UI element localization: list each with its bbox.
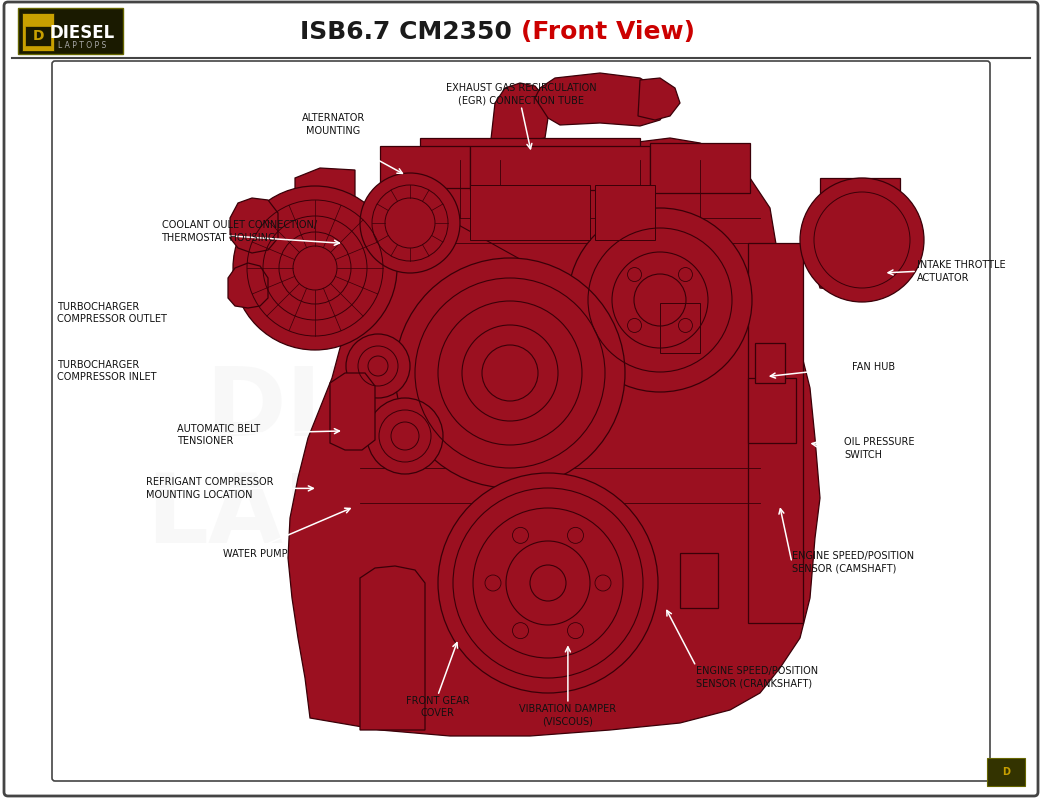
- Circle shape: [568, 622, 584, 638]
- Polygon shape: [535, 73, 670, 126]
- Text: ALTERNATOR
MOUNTING: ALTERNATOR MOUNTING: [302, 113, 365, 136]
- Text: (Front View): (Front View): [521, 20, 695, 44]
- Bar: [820, 178, 900, 258]
- Text: OIL PRESSURE
SWITCH: OIL PRESSURE SWITCH: [844, 437, 915, 460]
- FancyBboxPatch shape: [4, 2, 1038, 796]
- Text: VIBRATION DAMPER
(VISCOUS): VIBRATION DAMPER (VISCOUS): [519, 704, 617, 726]
- Circle shape: [595, 575, 611, 591]
- Text: ENGINE SPEED/POSITION
SENSOR (CAMSHAFT): ENGINE SPEED/POSITION SENSOR (CAMSHAFT): [792, 551, 914, 574]
- Circle shape: [800, 178, 924, 302]
- Text: TURBOCHARGER
COMPRESSOR INLET: TURBOCHARGER COMPRESSOR INLET: [57, 360, 156, 382]
- Text: AUTOMATIC BELT
TENSIONER: AUTOMATIC BELT TENSIONER: [177, 424, 260, 446]
- Bar: [680, 553, 718, 608]
- Polygon shape: [295, 168, 355, 308]
- Circle shape: [678, 318, 693, 333]
- Polygon shape: [810, 186, 900, 293]
- Polygon shape: [490, 83, 548, 148]
- Text: TURBOCHARGER
COMPRESSOR OUTLET: TURBOCHARGER COMPRESSOR OUTLET: [57, 302, 167, 324]
- Circle shape: [346, 334, 410, 398]
- Circle shape: [678, 267, 693, 282]
- Circle shape: [485, 575, 501, 591]
- Circle shape: [359, 173, 460, 273]
- Bar: [595, 185, 655, 240]
- Bar: [748, 378, 796, 443]
- Bar: [22, 13, 54, 51]
- Text: L A P T O P S: L A P T O P S: [58, 41, 106, 50]
- Text: WATER PUMP: WATER PUMP: [223, 549, 288, 559]
- Text: FAN HUB: FAN HUB: [852, 362, 895, 372]
- Circle shape: [395, 258, 625, 488]
- Circle shape: [627, 267, 642, 282]
- Bar: [660, 303, 700, 353]
- Bar: [18, 8, 123, 54]
- Text: INTAKE THROTTLE
ACTUATOR: INTAKE THROTTLE ACTUATOR: [917, 260, 1006, 282]
- Bar: [470, 185, 590, 240]
- Bar: [380, 146, 470, 188]
- Text: EXHAUST GAS RECIRCULATION
(EGR) CONNECTION TUBE: EXHAUST GAS RECIRCULATION (EGR) CONNECTI…: [446, 83, 596, 105]
- Polygon shape: [359, 566, 425, 730]
- Text: ISB6.7 CM2350: ISB6.7 CM2350: [300, 20, 521, 44]
- Circle shape: [513, 622, 528, 638]
- Text: REFRIGANT COMPRESSOR
MOUNTING LOCATION: REFRIGANT COMPRESSOR MOUNTING LOCATION: [146, 477, 273, 500]
- Bar: [420, 138, 640, 168]
- Circle shape: [568, 208, 752, 392]
- Text: DIESEL
LAPTOPS: DIESEL LAPTOPS: [147, 362, 645, 563]
- Bar: [748, 243, 803, 623]
- Circle shape: [438, 473, 658, 693]
- Polygon shape: [288, 138, 820, 736]
- Polygon shape: [228, 263, 268, 308]
- Circle shape: [627, 318, 642, 333]
- Polygon shape: [330, 373, 375, 450]
- Text: COOLANT OULET CONNECTION/
THERMOSTAT HOUSING: COOLANT OULET CONNECTION/ THERMOSTAT HOU…: [162, 220, 317, 243]
- Circle shape: [367, 398, 443, 474]
- Text: ENGINE SPEED/POSITION
SENSOR (CRANKSHAFT): ENGINE SPEED/POSITION SENSOR (CRANKSHAFT…: [696, 666, 818, 689]
- Bar: [25, 26, 51, 46]
- Text: FRONT GEAR
COVER: FRONT GEAR COVER: [405, 696, 470, 718]
- Bar: [987, 758, 1025, 786]
- Circle shape: [568, 527, 584, 543]
- Text: DIESEL: DIESEL: [49, 24, 115, 42]
- Circle shape: [233, 186, 397, 350]
- Bar: [755, 343, 785, 383]
- Bar: [650, 143, 750, 193]
- Polygon shape: [638, 78, 680, 120]
- Bar: [470, 146, 650, 190]
- Circle shape: [513, 527, 528, 543]
- Text: D: D: [1002, 767, 1010, 777]
- Polygon shape: [230, 198, 278, 253]
- Text: D: D: [32, 29, 44, 43]
